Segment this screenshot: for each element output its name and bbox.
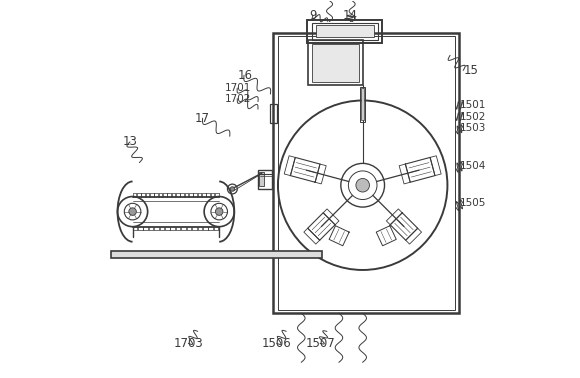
Bar xyxy=(278,36,455,310)
Text: 1702: 1702 xyxy=(225,94,251,104)
Text: 1506: 1506 xyxy=(262,337,292,350)
Bar xyxy=(308,40,362,85)
Text: 1503: 1503 xyxy=(459,123,486,133)
Circle shape xyxy=(129,208,136,215)
Bar xyxy=(259,172,264,186)
Text: 1701: 1701 xyxy=(225,83,251,93)
Bar xyxy=(273,33,459,313)
Bar xyxy=(360,87,365,122)
Circle shape xyxy=(230,187,235,191)
Text: 1501: 1501 xyxy=(459,101,486,110)
Bar xyxy=(258,170,272,189)
Text: 1502: 1502 xyxy=(459,112,486,122)
Text: 1507: 1507 xyxy=(305,337,335,350)
Bar xyxy=(111,251,322,258)
Bar xyxy=(361,88,364,120)
Text: 14: 14 xyxy=(343,9,358,22)
Bar xyxy=(270,104,277,123)
Circle shape xyxy=(356,178,369,192)
Text: 1703: 1703 xyxy=(173,337,203,350)
Bar xyxy=(312,44,359,82)
Text: 17: 17 xyxy=(195,112,210,125)
Text: 9: 9 xyxy=(309,9,316,22)
Text: 1505: 1505 xyxy=(459,198,486,208)
Circle shape xyxy=(215,208,223,215)
Bar xyxy=(316,25,374,37)
Text: 15: 15 xyxy=(463,64,478,77)
Text: 16: 16 xyxy=(237,69,252,82)
Text: 13: 13 xyxy=(122,135,137,149)
Bar xyxy=(312,23,378,40)
Bar xyxy=(307,20,382,43)
Text: 1504: 1504 xyxy=(459,161,486,170)
